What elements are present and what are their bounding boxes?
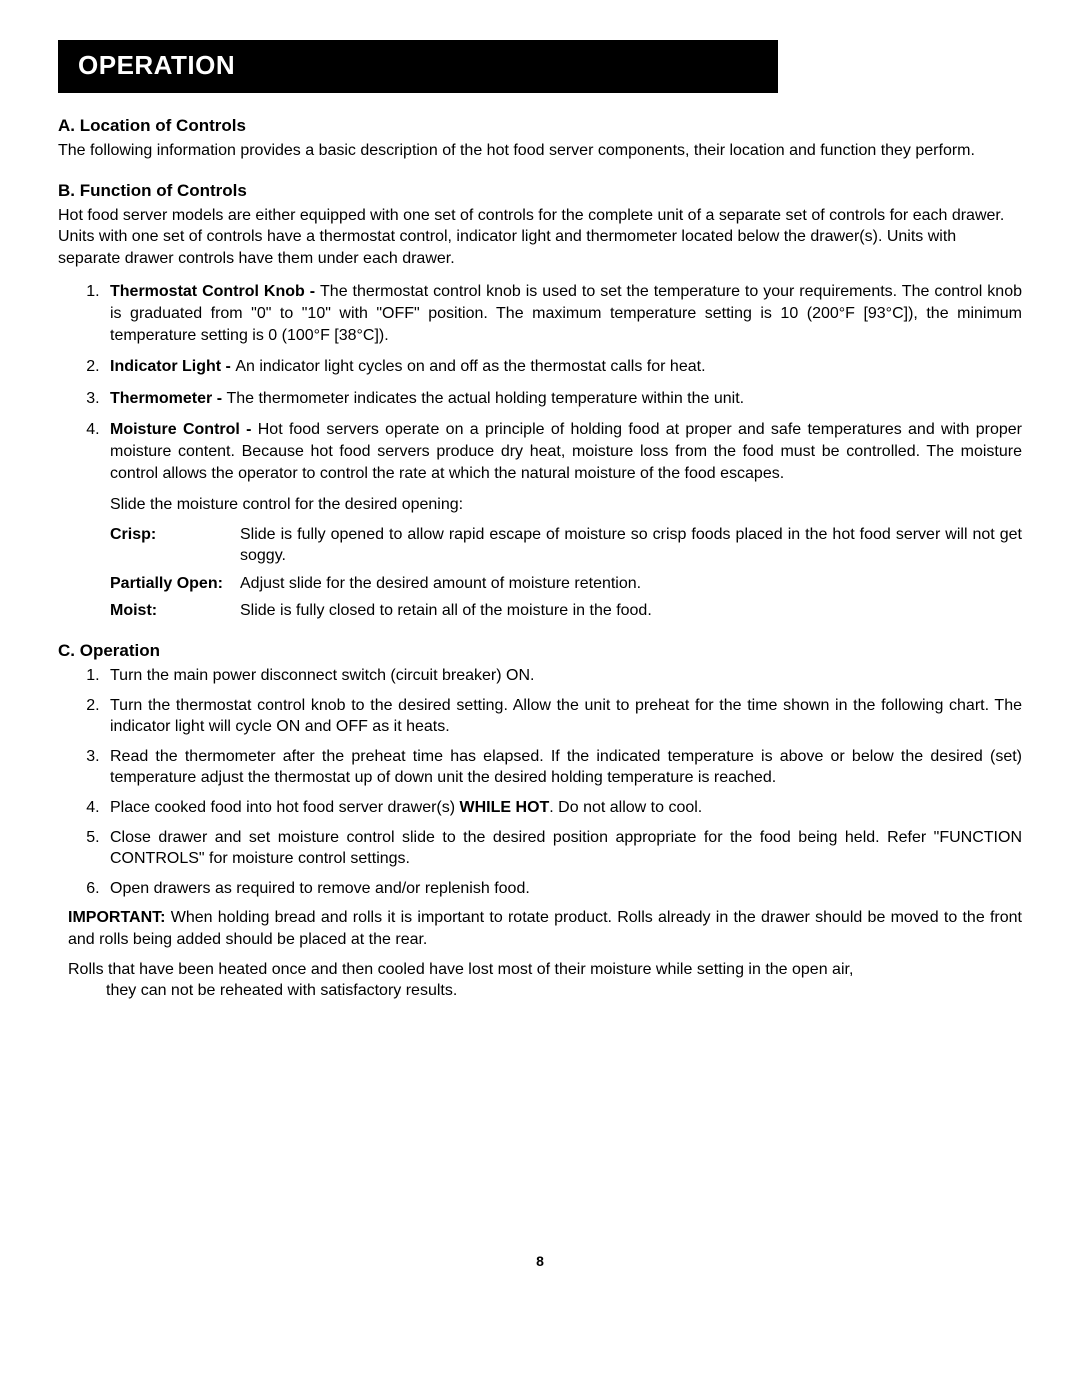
c-step-4-bold: WHILE HOT: [460, 799, 550, 816]
c-step-4-after: . Do not allow to cool.: [549, 799, 702, 816]
setting-partial: Partially Open: Adjust slide for the des…: [110, 573, 1022, 595]
setting-moist: Moist: Slide is fully closed to retain a…: [110, 600, 1022, 622]
setting-moist-label: Moist:: [110, 600, 240, 622]
setting-crisp: Crisp: Slide is fully opened to allow ra…: [110, 524, 1022, 567]
setting-moist-text: Slide is fully closed to retain all of t…: [240, 600, 1022, 622]
c-step-6: Open drawers as required to remove and/o…: [104, 878, 1022, 900]
section-b-list: Thermostat Control Knob - The thermostat…: [58, 281, 1022, 622]
b-item-3-text: The thermometer indicates the actual hol…: [226, 390, 744, 407]
b-item-2-label: Indicator Light -: [110, 358, 235, 375]
section-c-notes: IMPORTANT: When holding bread and rolls …: [68, 907, 1022, 1001]
document-page: OPERATION A. Location of Controls The fo…: [0, 0, 1080, 1331]
section-b-intro: Hot food server models are either equipp…: [58, 205, 1022, 270]
b-item-2: Indicator Light - An indicator light cyc…: [104, 356, 1022, 378]
b-item-4: Moisture Control - Hot food servers oper…: [104, 419, 1022, 622]
c-step-5-text: Close drawer and set moisture control sl…: [110, 829, 1022, 868]
important-text: When holding bread and rolls it is impor…: [68, 909, 1022, 948]
b-item-1: Thermostat Control Knob - The thermostat…: [104, 281, 1022, 346]
c-step-2-text: Turn the thermostat control knob to the …: [110, 697, 1022, 736]
page-number: 8: [58, 1252, 1022, 1271]
section-a-text: The following information provides a bas…: [58, 140, 1022, 162]
c-step-4-before: Place cooked food into hot food server d…: [110, 799, 460, 816]
setting-partial-text: Adjust slide for the desired amount of m…: [240, 573, 1022, 595]
c-step-2: Turn the thermostat control knob to the …: [104, 695, 1022, 738]
c-step-3: Read the thermometer after the preheat t…: [104, 746, 1022, 789]
b-item-3-label: Thermometer -: [110, 390, 226, 407]
moisture-intro: Slide the moisture control for the desir…: [110, 494, 1022, 516]
section-c-list: Turn the main power disconnect switch (c…: [58, 665, 1022, 899]
b-item-1-label: Thermostat Control Knob -: [110, 283, 320, 300]
c-step-1: Turn the main power disconnect switch (c…: [104, 665, 1022, 687]
moisture-settings: Crisp: Slide is fully opened to allow ra…: [110, 524, 1022, 622]
b-item-4-label: Moisture Control -: [110, 421, 258, 438]
c-step-1-text: Turn the main power disconnect switch (c…: [110, 667, 534, 684]
b-item-2-text: An indicator light cycles on and off as …: [235, 358, 705, 375]
page-title: OPERATION: [58, 40, 778, 93]
note-rolls: Rolls that have been heated once and the…: [68, 959, 1022, 1002]
header-title-text: OPERATION: [78, 50, 235, 80]
important-label: IMPORTANT:: [68, 909, 165, 926]
setting-crisp-label: Crisp:: [110, 524, 240, 567]
rolls-indent: they can not be reheated with satisfacto…: [68, 980, 1022, 1002]
c-step-6-text: Open drawers as required to remove and/o…: [110, 880, 530, 897]
c-step-5: Close drawer and set moisture control sl…: [104, 827, 1022, 870]
section-c-heading: C. Operation: [58, 640, 1022, 663]
section-b-heading: B. Function of Controls: [58, 180, 1022, 203]
c-step-4: Place cooked food into hot food server d…: [104, 797, 1022, 819]
setting-crisp-text: Slide is fully opened to allow rapid esc…: [240, 524, 1022, 567]
b-item-3: Thermometer - The thermometer indicates …: [104, 388, 1022, 410]
c-step-3-text: Read the thermometer after the preheat t…: [110, 748, 1022, 787]
note-important: IMPORTANT: When holding bread and rolls …: [68, 907, 1022, 950]
section-a-heading: A. Location of Controls: [58, 115, 1022, 138]
rolls-lead: Rolls that have been heated once and the…: [68, 961, 853, 978]
setting-partial-label: Partially Open:: [110, 573, 240, 595]
